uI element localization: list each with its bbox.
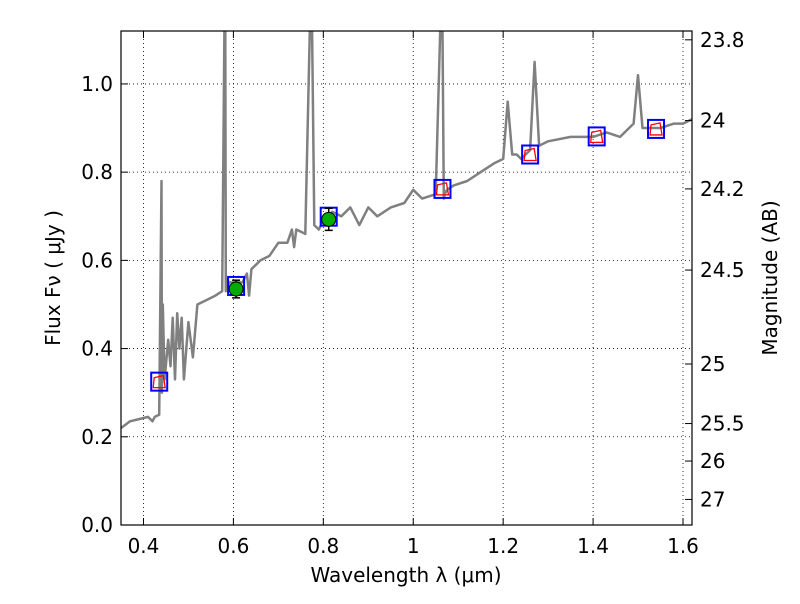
upper-limit-marker	[152, 374, 166, 389]
y-tick-label: 0.4	[81, 337, 113, 361]
x-tick-label: 1.2	[487, 534, 519, 558]
y-axis-label: Flux Fν ( μJy )	[41, 210, 65, 346]
right-tick-label: 23.8	[700, 28, 745, 52]
measured-photometry-point	[228, 281, 244, 297]
spectrum-line	[121, 31, 692, 430]
right-tick-label: 25.5	[700, 412, 745, 436]
x-tick-label: 0.8	[307, 534, 339, 558]
model-photometry-square	[433, 178, 452, 199]
right-tick-label: 27	[700, 487, 725, 511]
upper-limit-marker	[589, 129, 604, 144]
model-photometry-square	[587, 126, 606, 147]
x-tick-label: 0.4	[128, 534, 160, 558]
model-photometry-square	[647, 118, 666, 139]
y-tick-label: 0.0	[81, 513, 113, 537]
grid-layer	[121, 31, 692, 526]
upper-limit-marker	[523, 147, 537, 162]
model-photometry-square	[150, 371, 169, 392]
plot-frame	[120, 30, 693, 526]
x-axis-label: Wavelength λ (μm)	[310, 563, 501, 587]
series-layer	[121, 31, 692, 430]
right-tick-label: 25	[700, 352, 725, 376]
model-photometry-square	[521, 144, 540, 165]
x-tick-label: 1	[407, 534, 420, 558]
right-axis-label: Magnitude (AB)	[758, 200, 782, 355]
right-tick-label: 26	[700, 449, 725, 473]
x-tick-label: 1.6	[667, 534, 699, 558]
x-tick-label: 0.6	[217, 534, 249, 558]
upper-limit-marker	[649, 122, 663, 136]
series-group	[121, 31, 692, 430]
y-tick-label: 0.6	[81, 248, 113, 272]
measured-photometry-point	[321, 211, 337, 227]
right-tick-label: 24	[700, 109, 725, 133]
right-tick-label: 24.5	[700, 258, 745, 282]
y-tick-label: 1.0	[81, 72, 113, 96]
y-tick-label: 0.2	[81, 425, 113, 449]
axis-layer: 0.4 0.6 0.8 1 1.2 1.4 1.6 0.0 0.2 0.4 0.6 0.8 1.0 23.…	[81, 28, 744, 558]
y-tick-label: 0.8	[81, 160, 113, 184]
upper-limit-marker	[435, 182, 450, 196]
x-tick-label: 1.4	[577, 534, 609, 558]
right-tick-label: 24.2	[700, 177, 745, 201]
